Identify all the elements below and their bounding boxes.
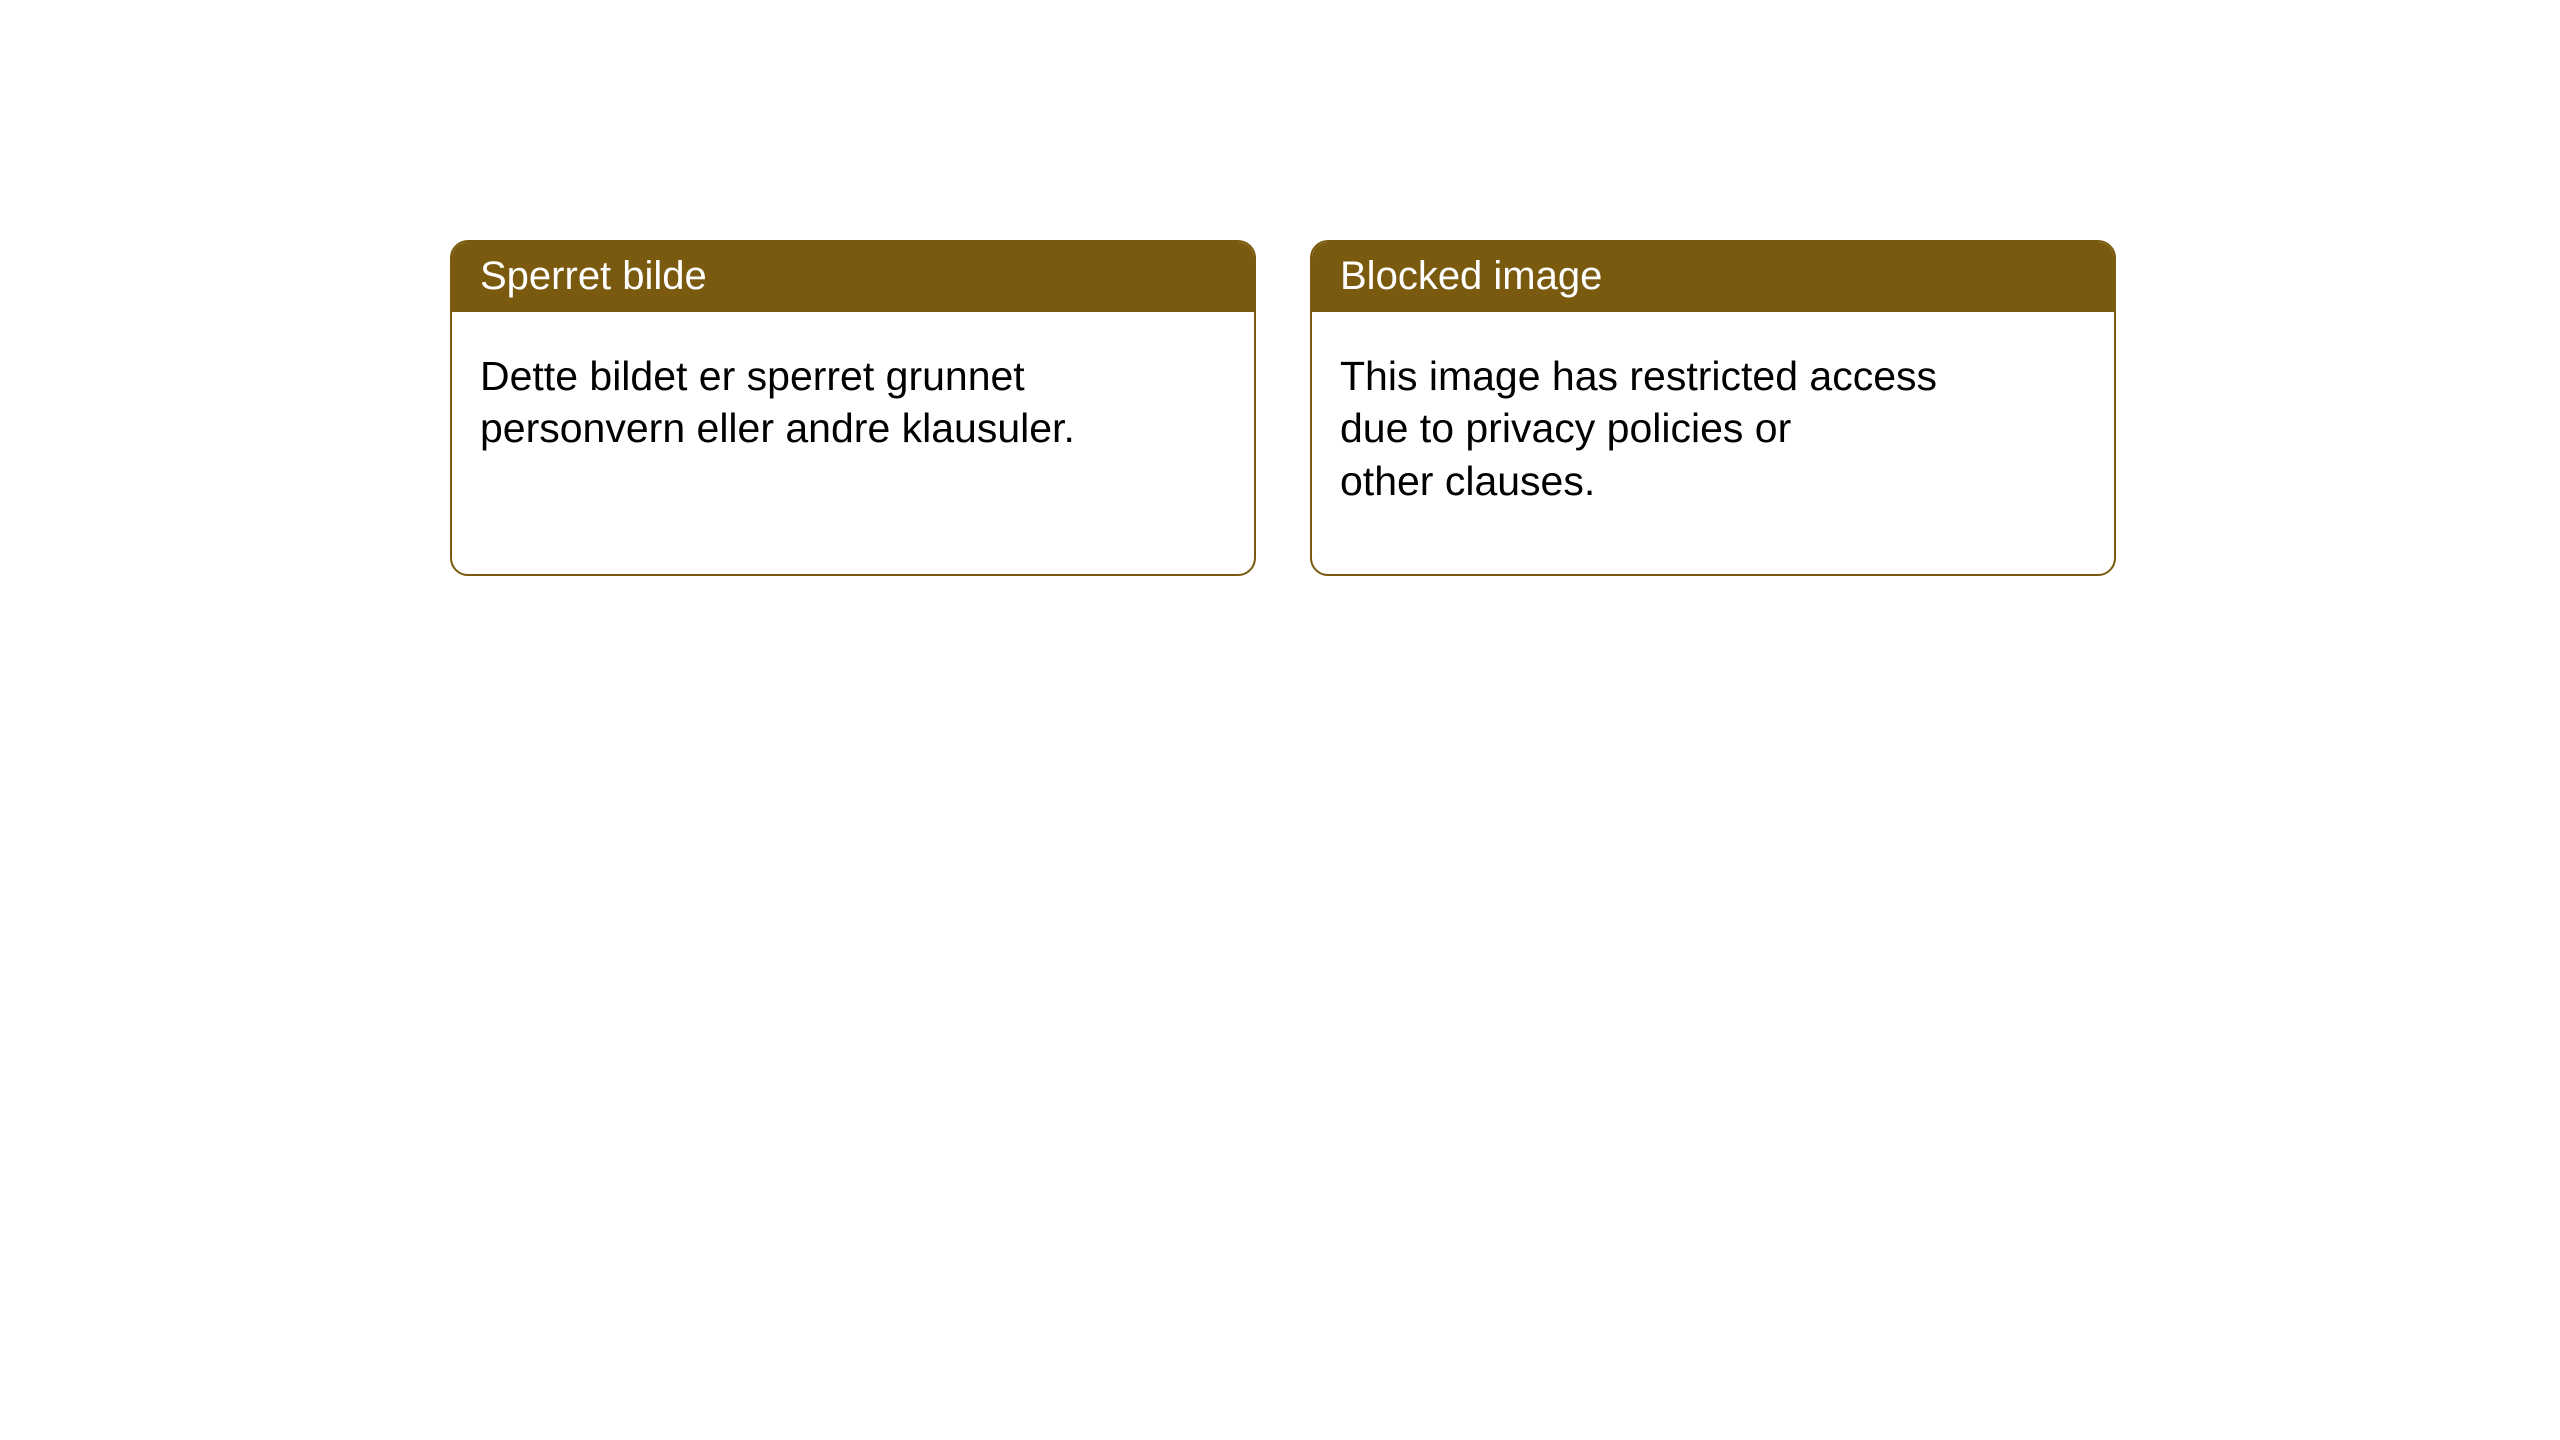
notice-title: Sperret bilde (452, 242, 1254, 312)
notice-container: Sperret bilde Dette bildet er sperret gr… (0, 0, 2560, 576)
notice-body: Dette bildet er sperret grunnet personve… (452, 312, 1254, 483)
notice-card-norwegian: Sperret bilde Dette bildet er sperret gr… (450, 240, 1256, 576)
notice-body: This image has restricted access due to … (1312, 312, 2114, 535)
notice-title: Blocked image (1312, 242, 2114, 312)
notice-card-english: Blocked image This image has restricted … (1310, 240, 2116, 576)
